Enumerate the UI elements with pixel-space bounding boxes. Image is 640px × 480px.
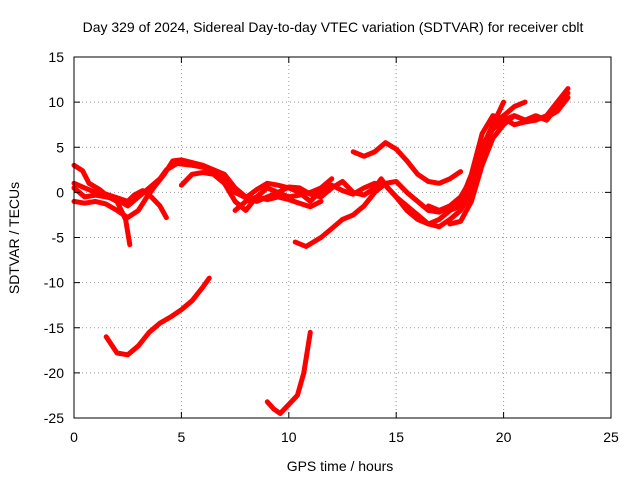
x-axis-title: GPS time / hours: [287, 458, 394, 474]
series-line-arc-7: [232, 194, 324, 213]
series-line-arc-11: [425, 86, 571, 213]
x-tick-label: 20: [496, 429, 512, 445]
x-tick-label: 10: [281, 429, 297, 445]
series-line-arc-4: [71, 99, 528, 227]
y-tick-label: -25: [44, 410, 64, 426]
y-tick-label: 10: [48, 94, 64, 110]
series-line-arc-8: [264, 329, 313, 416]
y-tick-label: 15: [48, 49, 64, 65]
y-tick-label: -20: [44, 365, 64, 381]
y-axis-title: SDTVAR / TECUs: [6, 182, 22, 294]
series-line-arc-10: [350, 140, 464, 186]
y-tick-label: -5: [52, 230, 65, 246]
ticks: 0 5 10 15 20 25 -25 -20 -15 -10 -5 0 5 10 15: [44, 49, 619, 445]
series-line-arc-5: [103, 275, 212, 358]
y-tick-label: 5: [56, 139, 64, 155]
y-tick-label: -10: [44, 275, 64, 291]
x-tick-label: 25: [603, 429, 619, 445]
chart-title: Day 329 of 2024, Sidereal Day-to-day VTE…: [83, 19, 584, 35]
grid: [74, 57, 611, 418]
y-tick-label: -15: [44, 320, 64, 336]
y-tick-label: 0: [56, 184, 64, 200]
x-tick-label: 5: [178, 429, 186, 445]
x-tick-label: 0: [70, 429, 78, 445]
series-line-arc-12: [447, 90, 571, 227]
series-layer: [71, 86, 571, 416]
series-line-arc-2: [71, 180, 169, 221]
x-tick-label: 15: [388, 429, 404, 445]
